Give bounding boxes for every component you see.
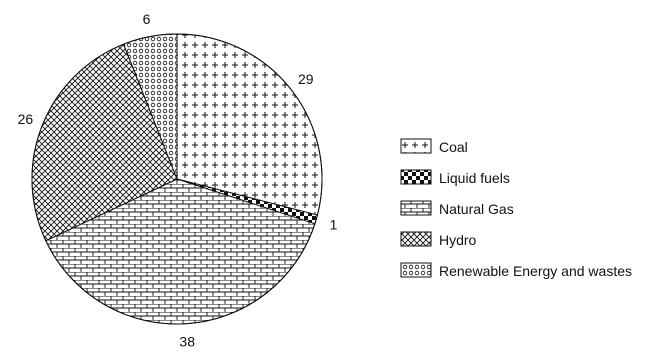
pie-label-hydro: 26 <box>18 111 34 127</box>
legend-label-liquid-fuels: Liquid fuels <box>439 170 510 186</box>
legend-label-hydro: Hydro <box>439 232 477 248</box>
pie-label-coal: 29 <box>298 71 314 87</box>
pie-label-liquid-fuels: 1 <box>330 217 338 233</box>
legend-swatch-liquid-fuels <box>400 169 432 185</box>
legend-swatch-renewable-energy-and-wastes <box>400 262 432 278</box>
pie-slices <box>31 33 323 325</box>
legend-label-coal: Coal <box>439 139 468 155</box>
pie-label-natural-gas: 38 <box>179 334 195 350</box>
pie-outline <box>31 33 323 325</box>
pie-slice-labels: 29 1 38 26 6 <box>18 11 338 350</box>
legend-swatch-coal <box>400 138 432 154</box>
legend-swatch-hydro <box>400 231 432 247</box>
legend-label-renewable-energy-and-wastes: Renewable Energy and wastes <box>439 263 632 279</box>
legend: Coal Liquid fuels Natural Gas Hydro Renewabl… <box>400 138 632 279</box>
legend-label-natural-gas: Natural Gas <box>439 201 514 217</box>
legend-swatch-natural-gas <box>400 200 432 216</box>
pie-label-renewable-energy-and-wastes: 6 <box>143 11 151 27</box>
